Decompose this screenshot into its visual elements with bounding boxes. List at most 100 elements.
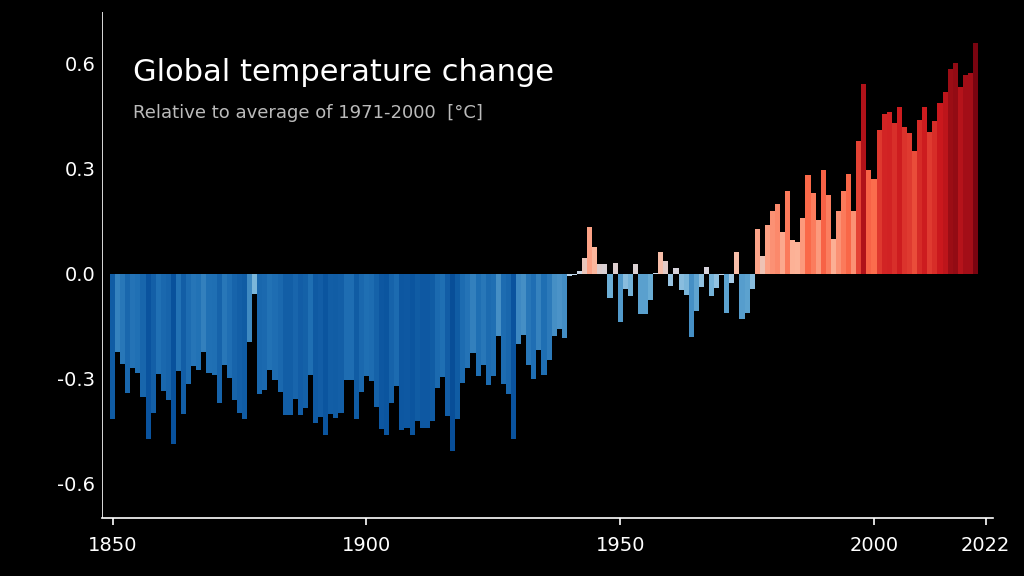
Bar <box>973 43 978 274</box>
Bar <box>755 229 760 274</box>
Bar <box>207 274 212 373</box>
Bar <box>247 274 252 342</box>
Bar <box>658 252 664 274</box>
Bar <box>181 274 186 414</box>
Bar <box>115 274 120 352</box>
Bar <box>339 274 343 413</box>
Text: Global temperature change: Global temperature change <box>133 58 554 86</box>
Bar <box>669 274 674 286</box>
Bar <box>430 274 435 420</box>
Bar <box>912 151 918 274</box>
Bar <box>435 274 440 388</box>
Bar <box>806 175 811 274</box>
Bar <box>237 274 242 413</box>
Bar <box>353 274 358 419</box>
Bar <box>288 274 293 415</box>
Bar <box>572 274 578 275</box>
Bar <box>552 274 557 336</box>
Bar <box>734 252 739 274</box>
Bar <box>145 274 151 439</box>
Bar <box>942 92 947 274</box>
Bar <box>358 274 364 392</box>
Bar <box>318 274 324 416</box>
Bar <box>841 191 846 274</box>
Bar <box>557 274 562 329</box>
Bar <box>739 274 744 319</box>
Bar <box>664 261 669 274</box>
Bar <box>308 274 313 376</box>
Bar <box>791 241 796 274</box>
Bar <box>897 107 902 274</box>
Bar <box>456 274 460 419</box>
Bar <box>947 69 952 274</box>
Bar <box>578 271 582 274</box>
Bar <box>343 274 348 380</box>
Bar <box>329 274 334 414</box>
Bar <box>830 239 836 274</box>
Bar <box>191 274 197 366</box>
Bar <box>882 113 887 274</box>
Bar <box>866 170 871 274</box>
Bar <box>156 274 161 374</box>
Bar <box>480 274 485 365</box>
Bar <box>592 247 597 274</box>
Bar <box>379 274 384 429</box>
Bar <box>521 274 526 335</box>
Bar <box>470 274 475 353</box>
Bar <box>465 274 470 368</box>
Bar <box>923 107 928 274</box>
Bar <box>140 274 145 397</box>
Bar <box>186 274 191 384</box>
Bar <box>221 274 226 365</box>
Bar <box>633 264 638 274</box>
Bar <box>877 130 882 274</box>
Bar <box>445 274 451 416</box>
Bar <box>709 274 714 295</box>
Bar <box>506 274 511 394</box>
Bar <box>623 274 628 289</box>
Bar <box>425 274 430 428</box>
Bar <box>303 274 308 408</box>
Bar <box>404 274 410 427</box>
Bar <box>334 274 339 418</box>
Bar <box>490 274 496 376</box>
Bar <box>760 256 765 274</box>
Bar <box>785 191 791 274</box>
Bar <box>801 218 806 274</box>
Bar <box>689 274 694 336</box>
Bar <box>374 274 379 407</box>
Bar <box>582 257 587 274</box>
Bar <box>262 274 267 390</box>
Bar <box>607 274 612 298</box>
Bar <box>937 103 942 274</box>
Bar <box>283 274 288 415</box>
Bar <box>703 267 709 274</box>
Bar <box>587 227 592 274</box>
Bar <box>257 274 262 395</box>
Bar <box>602 264 607 274</box>
Bar <box>719 274 724 275</box>
Bar <box>298 274 303 415</box>
Bar <box>161 274 166 391</box>
Bar <box>963 75 968 274</box>
Bar <box>775 204 780 274</box>
Bar <box>212 274 217 376</box>
Bar <box>928 132 933 274</box>
Bar <box>278 274 283 392</box>
Bar <box>171 274 176 444</box>
Bar <box>780 232 785 274</box>
Bar <box>638 274 643 314</box>
Bar <box>567 274 572 276</box>
Bar <box>110 274 115 419</box>
Bar <box>724 274 729 313</box>
Bar <box>516 274 521 344</box>
Bar <box>526 274 531 365</box>
Bar <box>231 274 237 400</box>
Bar <box>226 274 231 378</box>
Bar <box>537 274 542 350</box>
Bar <box>811 194 815 274</box>
Bar <box>648 274 653 300</box>
Bar <box>744 274 750 313</box>
Bar <box>496 274 501 336</box>
Bar <box>384 274 389 435</box>
